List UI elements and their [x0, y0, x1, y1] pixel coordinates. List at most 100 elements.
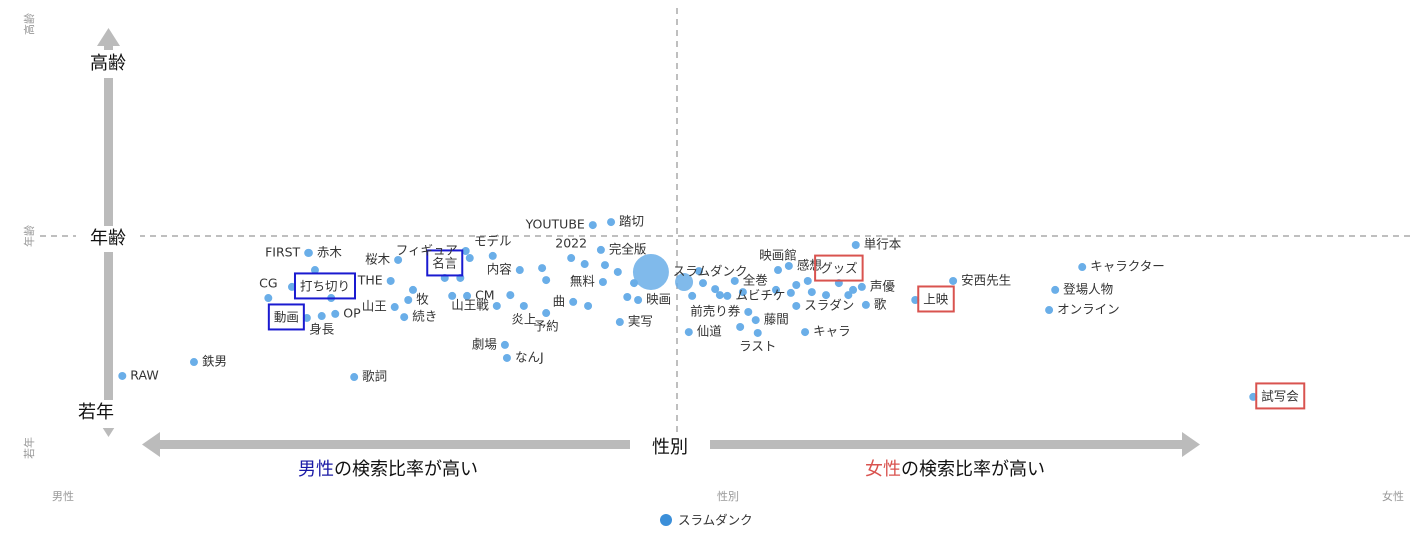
point [786, 288, 795, 297]
point [801, 328, 810, 337]
point [519, 301, 528, 310]
point [408, 285, 417, 294]
point-label: 名言 [432, 255, 457, 270]
point [567, 254, 576, 263]
x-tick-label: 男性 [52, 489, 74, 503]
male-word: 男性 [298, 459, 334, 480]
y-high-label: 高齢 [90, 53, 126, 74]
female-word: 女性 [865, 459, 901, 480]
point-label: キャラ [813, 324, 851, 339]
highlight-box [814, 254, 864, 282]
point-label: 完全版 [609, 241, 647, 256]
point [331, 309, 340, 318]
point-label: 藤間 [764, 312, 789, 327]
point-label: オンライン [1057, 302, 1120, 317]
point-label: 身長 [309, 322, 335, 337]
label-bg [76, 226, 140, 252]
point [615, 318, 624, 327]
point-label: スラムダンク [673, 263, 748, 278]
point-label: キャラクター [1090, 259, 1165, 274]
point [394, 255, 403, 264]
point [623, 292, 632, 301]
point-label: 感想 [797, 257, 822, 272]
point-label: 試写会 [1261, 388, 1299, 403]
point-label: THE [357, 272, 383, 287]
point [730, 276, 739, 285]
point [1045, 306, 1054, 315]
point [542, 276, 551, 285]
point [632, 253, 669, 290]
highlight-box [426, 249, 464, 277]
point [684, 328, 693, 337]
point [949, 276, 958, 285]
point [538, 264, 547, 273]
point-label: 安西先生 [961, 272, 1011, 287]
point-label: 前売り券 [690, 303, 741, 318]
point [448, 291, 457, 300]
y-tick-label: 若年 [22, 437, 36, 459]
legend-label: スラムダンク [678, 513, 753, 528]
point [844, 291, 853, 300]
point [771, 285, 780, 294]
point [744, 307, 753, 316]
point [580, 260, 589, 269]
point [317, 312, 326, 321]
point [598, 278, 607, 287]
point [751, 316, 760, 325]
point-label: 曲 [553, 293, 566, 308]
point-label: なんJ [515, 349, 544, 364]
point [774, 266, 783, 275]
point-label: 映画館 [759, 248, 797, 263]
point-label: 動画 [274, 309, 299, 324]
point [822, 291, 831, 300]
point-label: 炎上 [511, 311, 536, 326]
point-label: 桜木 [365, 251, 391, 266]
point-label: ムビチケ [735, 287, 785, 302]
point-label: 歌 [874, 296, 887, 311]
x-mid-label: 性別 [652, 437, 688, 458]
point [596, 245, 605, 254]
y-tick-label: 高齢 [22, 13, 36, 35]
point [1078, 263, 1087, 272]
male-note: 男性の検索比率が高い [298, 459, 478, 480]
point-label: 映画 [646, 291, 671, 306]
point-label: 赤木 [317, 244, 343, 259]
point [461, 246, 470, 255]
point [386, 276, 395, 285]
point [542, 309, 551, 318]
point [488, 251, 497, 260]
highlight-box [293, 272, 356, 300]
point-label: CM [475, 287, 495, 302]
y-tick-label: 年齢 [22, 225, 36, 247]
y-low-label: 若年 [78, 402, 114, 423]
point [753, 328, 762, 337]
point [310, 266, 319, 275]
highlight-box [1255, 382, 1306, 410]
point [569, 297, 578, 306]
y-mid-label: 年齢 [90, 228, 126, 249]
point-label: FIRST [265, 244, 300, 259]
male-rest: の検索比率が高い [334, 459, 478, 480]
point [694, 267, 703, 276]
point [463, 291, 472, 300]
legend-marker [660, 514, 672, 526]
point [465, 254, 474, 263]
point-label: 山王 [362, 299, 387, 314]
point [500, 340, 509, 349]
point [600, 261, 609, 270]
highlight-box [267, 303, 305, 331]
point-label: 実写 [628, 314, 653, 329]
point [492, 301, 501, 310]
point [1051, 285, 1060, 294]
highlight-box [917, 285, 955, 313]
arrows [97, 28, 1200, 457]
point-label: モデル [474, 233, 512, 248]
point-label: 続き [412, 309, 437, 324]
point-label: 登場人物 [1063, 281, 1113, 296]
point [506, 291, 515, 300]
point [711, 285, 720, 294]
point [502, 353, 511, 362]
point-label: 鉄男 [202, 354, 227, 369]
point-label: 単行本 [864, 236, 902, 251]
